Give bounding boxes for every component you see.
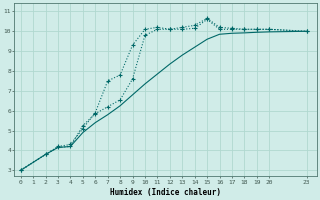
X-axis label: Humidex (Indice chaleur): Humidex (Indice chaleur) <box>110 188 221 197</box>
